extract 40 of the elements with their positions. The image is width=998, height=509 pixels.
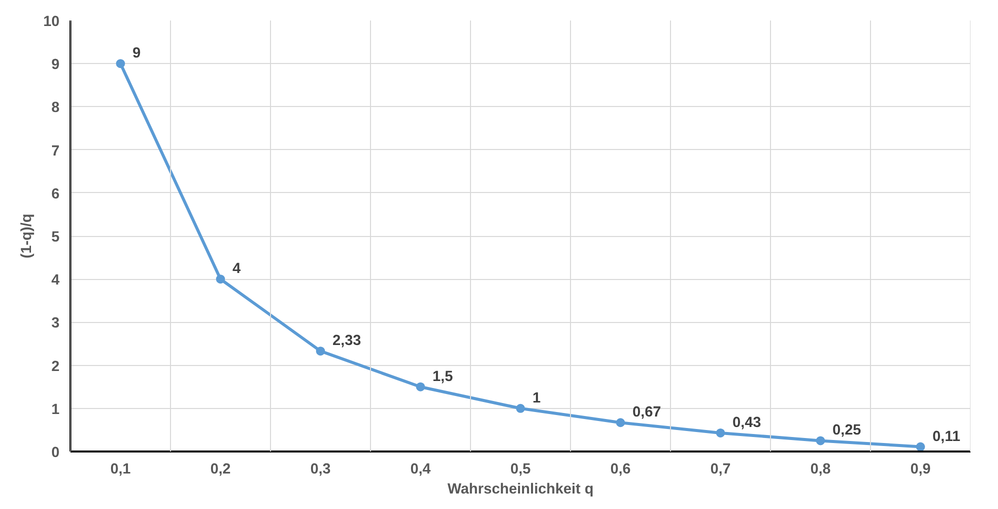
point	[116, 59, 125, 68]
data-label: 0,43	[732, 414, 762, 431]
y-tick-label: 5	[51, 230, 60, 246]
x-axis-title: Wahrscheinlichkeit q	[447, 482, 594, 498]
y-tick-label: 4	[51, 272, 60, 289]
y-tick-label: 2	[51, 358, 60, 375]
data-label: 0,25	[832, 422, 862, 439]
point	[916, 442, 925, 452]
y-tick-label: 1	[51, 402, 60, 418]
y-tick-label: 7	[51, 143, 60, 160]
data-label: 1	[532, 390, 541, 406]
y-tick-label: 0	[51, 445, 60, 461]
data-label: 0,67	[632, 404, 662, 421]
data-label: 9	[132, 46, 141, 62]
y-tick-label: 8	[51, 100, 60, 116]
x-tick-label: 0,6	[610, 462, 631, 478]
point	[316, 346, 325, 356]
x-tick-label: 0,1	[110, 462, 131, 478]
y-tick-label: 9	[51, 57, 60, 74]
x-tick-label: 0,3	[310, 462, 331, 478]
y-tick-label: 10	[43, 14, 60, 30]
point	[616, 418, 625, 428]
point	[416, 382, 425, 392]
x-tick-label: 0,9	[910, 462, 931, 478]
x-tick-label: 0,7	[710, 462, 731, 478]
y-axis-title: (1-q)/q	[19, 214, 36, 258]
data-label: 4	[232, 261, 242, 278]
y-tick-label: 3	[51, 316, 60, 332]
data-label: 0,11	[932, 428, 960, 445]
point	[216, 274, 225, 284]
x-tick-label: 0,4	[410, 462, 432, 478]
data-label: 1,5	[432, 368, 453, 385]
x-tick-label: 0,5	[510, 462, 531, 478]
point	[716, 428, 725, 438]
point	[816, 436, 825, 446]
y-tick-label: 6	[51, 186, 60, 202]
x-tick-label: 0,2	[210, 462, 231, 478]
data-label: 2,33	[332, 333, 362, 350]
x-tick-label: 0,8	[810, 462, 831, 478]
point	[516, 404, 525, 413]
